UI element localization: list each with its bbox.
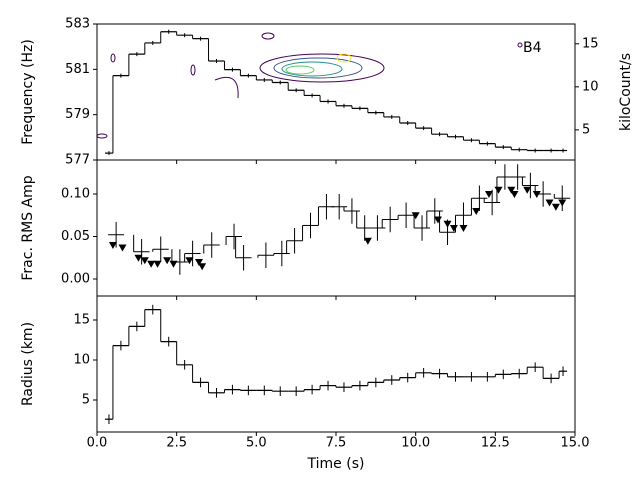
upper-limit: [532, 191, 541, 198]
y-tick-label: 5: [82, 393, 90, 408]
x-tick-label: 2.5: [166, 436, 187, 451]
upper-limit: [140, 257, 149, 265]
y-tick-label: 583: [65, 17, 90, 32]
upper-limit: [118, 244, 127, 252]
y-tick-label: 15: [73, 313, 90, 328]
plot-frame: [96, 23, 576, 161]
plot-frame: [96, 295, 576, 433]
upper-limit: [558, 199, 567, 207]
y-tick-label: 579: [65, 107, 90, 122]
x-tick-label: 5.0: [246, 436, 267, 451]
x-tick-label: 15.0: [561, 436, 590, 451]
upper-limit: [108, 242, 117, 249]
y-tick-label: 577: [65, 153, 90, 168]
upper-limit: [433, 216, 442, 224]
y-tick-label: 0.10: [61, 187, 90, 202]
contours: [96, 32, 523, 139]
plot-frame: [96, 159, 576, 297]
upper-limit: [507, 186, 516, 194]
x-tick-label: 0.0: [87, 436, 108, 451]
upper-limit: [194, 259, 203, 266]
y-axis-label: Frac. RMS Amp: [20, 175, 36, 280]
upper-limit: [484, 191, 493, 198]
upper-limit: [551, 203, 560, 211]
upper-limit: [198, 263, 207, 271]
upper-limit: [443, 220, 452, 228]
y2-tick-label: 10: [582, 79, 599, 94]
x-axis-label: Time (s): [307, 456, 365, 472]
x-tick-label: 10.0: [401, 436, 430, 451]
upper-limit: [185, 257, 194, 265]
y-tick-label: 10: [73, 353, 90, 368]
upper-limit: [134, 254, 143, 262]
y2-axis-label: kiloCount/s: [618, 53, 634, 131]
upper-limit: [523, 186, 532, 194]
upper-limit: [472, 208, 481, 215]
upper-limit: [545, 199, 554, 207]
y-axis-label: Radius (km): [20, 322, 36, 406]
y-tick-label: 0.05: [61, 229, 90, 244]
y2-tick-label: 5: [582, 122, 590, 137]
upper-limit: [494, 186, 503, 194]
annotation: B4: [523, 40, 542, 56]
y-tick-label: 581: [65, 62, 90, 77]
upper-limit: [411, 212, 420, 220]
upper-limit: [153, 260, 162, 268]
upper-limit: [459, 225, 468, 232]
upper-limit: [449, 225, 458, 232]
upper-limit: [169, 260, 178, 268]
y2-tick-label: 15: [582, 36, 599, 51]
upper-limit: [163, 257, 172, 265]
y-axis-label: Frequency (Hz): [20, 39, 36, 145]
x-tick-label: 7.5: [326, 436, 347, 451]
x-tick-label: 12.5: [481, 436, 510, 451]
y-tick-label: 0.00: [61, 272, 90, 287]
upper-limit: [363, 237, 372, 245]
upper-limit: [510, 191, 519, 198]
upper-limit: [147, 260, 156, 268]
